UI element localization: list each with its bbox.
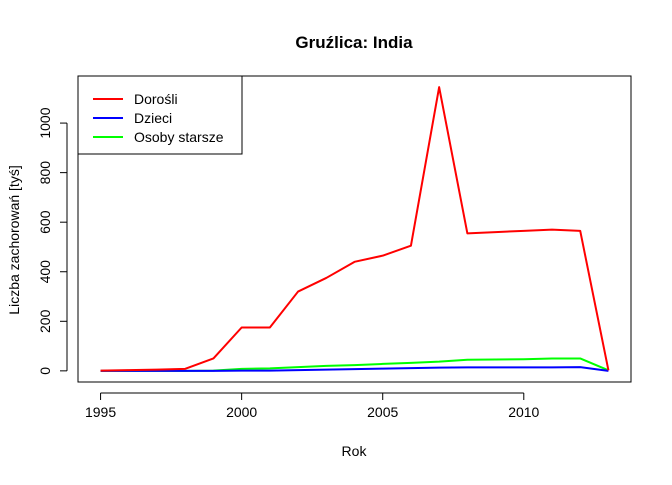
x-tick-label: 2000 (226, 404, 257, 420)
y-tick-label: 200 (37, 309, 53, 333)
chart-title: Gruźlica: India (295, 33, 413, 52)
x-tick-label: 2005 (367, 404, 398, 420)
y-axis: 0 200 400 600 800 1000 (37, 107, 68, 375)
y-axis-label: Liczba zachorowań [tyś] (6, 165, 22, 314)
legend-label-osoby-starsze: Osoby starsze (134, 129, 224, 145)
series-line-dorosli (100, 86, 610, 372)
series-lines (100, 86, 610, 372)
y-tick-label: 600 (37, 210, 53, 234)
legend-item-dorosli: Dorośli (93, 91, 178, 107)
legend-label-dzieci: Dzieci (134, 110, 172, 126)
legend-label-dorosli: Dorośli (134, 91, 178, 107)
legend-box (77, 75, 243, 155)
x-axis-label: Rok (342, 443, 368, 459)
x-axis: 1995 2000 2005 2010 (85, 392, 540, 420)
plot-frame (77, 75, 632, 383)
y-tick-label: 400 (37, 260, 53, 284)
legend-item-osoby-starsze: Osoby starsze (93, 129, 224, 145)
x-tick-label: 2010 (508, 404, 539, 420)
legend-item-dzieci: Dzieci (93, 110, 172, 126)
legend: Dorośli Dzieci Osoby starsze (77, 75, 243, 155)
y-tick-label: 0 (37, 367, 53, 375)
series-line-dzieci (100, 366, 609, 372)
y-tick-label: 1000 (37, 107, 53, 138)
y-tick-label: 800 (37, 161, 53, 185)
x-tick-label: 1995 (85, 404, 116, 420)
